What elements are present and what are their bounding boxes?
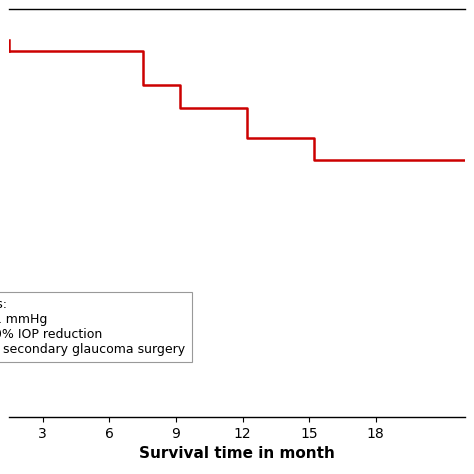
Text: ess:
 21 mmHg
 20% IOP reduction
No secondary glaucoma surgery: ess: 21 mmHg 20% IOP reduction No second… (0, 298, 185, 356)
X-axis label: Survival time in month: Survival time in month (139, 447, 335, 461)
